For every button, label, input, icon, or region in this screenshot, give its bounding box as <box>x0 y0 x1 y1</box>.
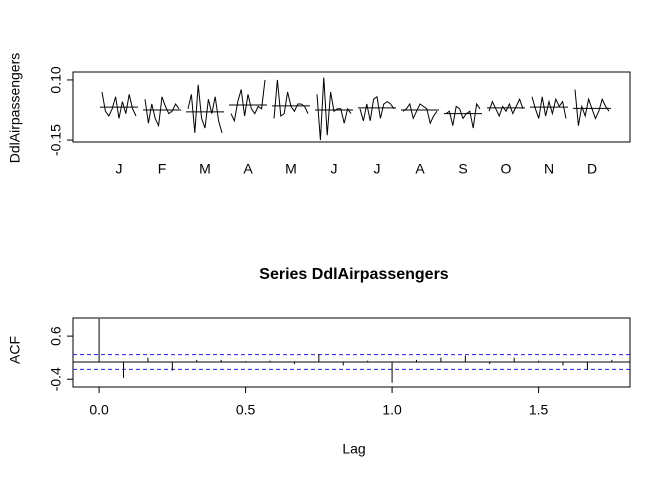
x-tick-label: 1.0 <box>382 402 402 418</box>
month-line <box>144 96 180 128</box>
x-tick-label: 0.5 <box>236 402 256 418</box>
month-line <box>359 95 395 121</box>
plot-frame <box>72 71 631 143</box>
y-tick-label: -0.15 <box>48 124 64 156</box>
month-line <box>316 77 352 141</box>
x-tick-label: J <box>374 161 381 177</box>
x-axis-label: Lag <box>342 441 365 457</box>
x-tick-label: F <box>158 161 167 177</box>
y-tick-label: 0.10 <box>48 66 64 93</box>
month-line <box>273 79 309 119</box>
x-tick-label: D <box>587 161 597 177</box>
y-axis-label: DdlAirpassengers <box>7 53 23 164</box>
x-tick-label: M <box>199 161 211 177</box>
x-tick-label: A <box>243 161 253 177</box>
x-tick-label: O <box>501 161 512 177</box>
month-line <box>230 79 266 123</box>
plot-frame <box>72 317 631 388</box>
month-line <box>574 89 610 126</box>
x-tick-label: 1.5 <box>529 402 549 418</box>
month-line <box>187 84 223 133</box>
month-line <box>402 102 438 125</box>
month-line <box>445 102 481 129</box>
x-tick-label: M <box>285 161 297 177</box>
x-tick-label: N <box>544 161 554 177</box>
x-tick-label: J <box>116 161 123 177</box>
x-tick-label: J <box>331 161 338 177</box>
month-line <box>531 96 567 119</box>
month-line <box>101 91 137 119</box>
x-tick-label: S <box>458 161 467 177</box>
chart-title: Series DdlAirpassengers <box>259 266 449 283</box>
month-line <box>488 97 524 118</box>
y-tick-label: 0.6 <box>48 326 64 346</box>
x-tick-label: A <box>415 161 425 177</box>
y-tick-label: -0.4 <box>48 367 64 391</box>
x-tick-label: 0.0 <box>89 402 109 418</box>
y-axis-label: ACF <box>7 336 23 364</box>
